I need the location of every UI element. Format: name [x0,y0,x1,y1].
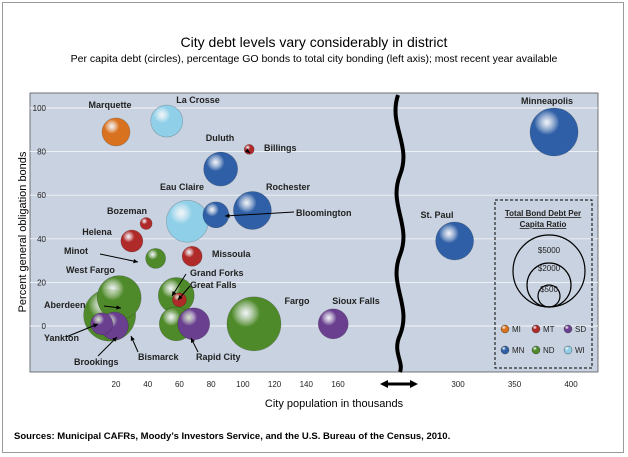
city-label: Sioux Falls [332,296,380,306]
label-pointer-head [245,148,250,153]
x-tick-label: 160 [331,380,345,389]
legend-label-nd: ND [543,346,555,355]
label-pointer-head [172,291,177,296]
legend-swatch-mn [500,345,510,355]
label-pointer-head [130,336,135,341]
size-legend-title-line: Total Bond Debt Per [505,209,581,218]
city-label: La Crosse [176,95,220,105]
city-label: Eau Claire [160,182,204,192]
bubble-rochester [233,191,272,230]
legend-label-mi: MI [512,325,521,334]
label-pointer-head [116,305,121,310]
city-label: West Fargo [66,265,115,275]
city-label: Marquette [88,100,131,110]
bubble-yankton [90,312,114,336]
x-tick-label: 120 [268,380,282,389]
x-tick-label: 350 [508,380,522,389]
city-label: Duluth [206,133,235,143]
legend-label-wi: WI [575,346,585,355]
axis-break-arrowhead [380,380,388,388]
axis-break-wave [393,94,406,373]
city-label: Great Falls [190,280,237,290]
city-label: Bismarck [138,352,180,362]
bubble-sioux-falls [317,308,349,340]
city-label: Billings [264,143,297,153]
legend-label-mn: MN [512,346,525,355]
city-label: Fargo [284,296,310,306]
city-label: Yankton [44,333,79,343]
bubble-bozeman [139,217,153,230]
chart-subtitle: Per capita debt (circles), percentage GO… [70,53,558,65]
legend-box [494,199,593,369]
bubble-rapid-city [177,307,210,341]
city-label: St. Paul [420,210,453,220]
size-legend-label: $5000 [538,246,561,255]
bubble-bloomington [202,201,230,229]
label-pointer [224,211,295,217]
bubble-eau-claire [166,200,209,243]
x-tick-label: 100 [236,380,250,389]
label-pointer-head [225,213,230,218]
legend-label-sd: SD [575,325,586,334]
label-pointer-head [93,323,98,328]
x-tick-label: 40 [143,380,152,389]
x-tick-label: 400 [564,380,578,389]
x-tick-label: 60 [175,380,184,389]
city-label: Brookings [74,357,119,367]
legend-swatch-sd [563,324,573,334]
label-pointer-head [112,337,117,342]
city-label: Helena [82,227,113,237]
x-tick-label: 300 [451,380,465,389]
bubble-great-falls [172,292,187,308]
y-tick-label: 100 [33,104,47,113]
size-legend-title: Total Bond Debt Per Capita Ratio [505,209,581,229]
city-label: Missoula [212,249,252,259]
label-pointer [65,323,99,338]
bubble-helena [120,229,144,253]
y-tick-label: 60 [37,191,46,200]
size-legend-label: $500 [540,285,558,294]
x-axis-label: City population in thousands [264,398,404,410]
legend-swatch-wi [563,345,573,355]
city-label: Rochester [266,182,311,192]
size-legend-circle [537,284,561,308]
legend-swatch-mi [500,324,510,334]
chart-title: City debt levels vary considerably in di… [180,34,448,50]
x-tick-label: 140 [300,380,314,389]
bubble-la-crosse [150,104,184,138]
bubble-fargo [226,296,282,352]
city-label: Bozeman [107,206,147,216]
label-pointer [99,253,139,263]
city-label: Minot [64,246,88,256]
bubble-duluth [203,151,238,187]
bubble-minneapolis [529,107,579,157]
bubble-minot [145,248,166,269]
y-tick-label: 20 [37,278,46,287]
city-label: Aberdeen [44,300,86,310]
label-pointer-head [133,258,138,264]
city-label: Bloomington [296,208,352,218]
bubble-marquette [101,117,131,147]
city-label: Minneapolis [521,96,573,106]
label-pointer-head [178,295,183,300]
x-tick-label: 80 [207,380,216,389]
source-note: Sources: Municipal CAFRs, Moody’s Invest… [14,431,451,442]
label-pointer-head [191,338,195,343]
legend-label-mt: MT [543,325,555,334]
y-tick-label: 0 [42,322,47,331]
legend-swatch-mt [531,324,541,334]
size-legend-title-line: Capita Ratio [520,220,567,229]
axis-break-arrowhead [410,380,418,388]
bubble-missoula [181,245,203,267]
size-legend-label: $2000 [538,264,561,273]
legend-swatch-nd [531,345,541,355]
y-tick-label: 80 [37,148,46,157]
city-label: Rapid City [196,352,241,362]
x-tick-label: 20 [112,380,121,389]
city-label: Grand Forks [190,268,244,278]
y-tick-label: 40 [37,235,46,244]
bubble-st-paul [435,221,474,261]
